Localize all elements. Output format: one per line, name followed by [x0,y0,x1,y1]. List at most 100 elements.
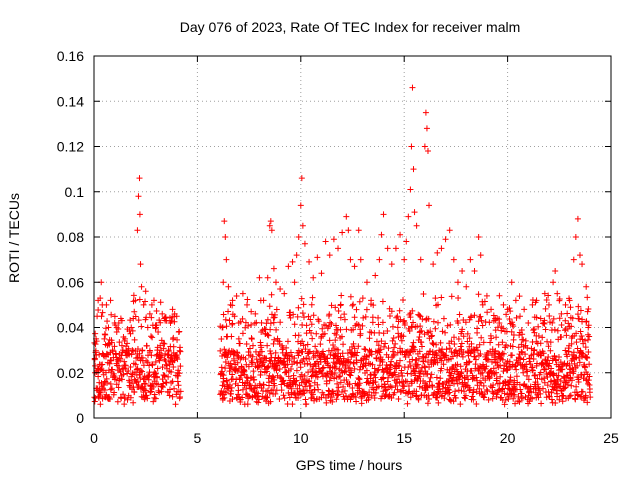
data-point [473,344,480,351]
data-point [477,379,484,386]
data-point [371,395,378,402]
data-point [417,328,424,335]
data-point [418,343,425,350]
data-point [115,384,122,391]
data-point [337,373,344,380]
data-point [558,310,565,317]
data-point [130,399,137,406]
data-point [128,351,135,358]
data-point [576,359,583,366]
data-point [272,390,279,397]
data-point [518,348,525,355]
data-point [146,347,153,354]
data-point [130,292,137,299]
data-point [142,387,149,394]
data-point [463,283,470,290]
data-point [545,343,552,350]
data-point [133,366,140,373]
data-point [480,382,487,389]
data-point [250,368,257,375]
y-axis-label: ROTI / TECUs [6,193,22,283]
data-point [345,358,352,365]
data-point [264,342,271,349]
data-point [429,332,436,339]
data-point [545,354,552,361]
data-point [416,355,423,362]
data-point [538,400,545,407]
data-point [568,377,575,384]
data-point [359,322,366,329]
data-point [253,319,260,326]
data-point [472,356,479,363]
data-point [479,322,486,329]
data-point [508,328,515,335]
data-point [304,341,311,348]
data-point [464,338,471,345]
data-point [462,392,469,399]
data-point [125,345,132,352]
data-point [327,319,334,326]
data-point [519,349,526,356]
data-point [523,361,530,368]
data-point [221,346,228,353]
data-point [332,337,339,344]
data-point [161,372,168,379]
data-point [222,365,229,372]
data-point [491,371,498,378]
data-point [465,359,472,366]
data-point [582,337,589,344]
data-point [169,378,176,385]
data-point [107,396,114,403]
data-point [220,378,227,385]
data-point [382,340,389,347]
data-point [407,362,414,369]
data-point [445,378,452,385]
data-point [537,315,544,322]
data-point [533,314,540,321]
data-point [125,368,132,375]
data-point [121,337,128,344]
data-point [175,372,182,379]
data-point [277,374,284,381]
data-point [490,365,497,372]
data-point [308,301,315,308]
data-point [414,361,421,368]
data-point [421,143,428,150]
data-point [152,370,159,377]
data-point [355,375,362,382]
data-point [549,319,556,326]
data-point [573,339,580,346]
data-point [136,211,143,218]
data-point [225,283,232,290]
data-point [282,364,288,371]
data-point [541,290,548,297]
data-point [406,327,413,334]
data-point [285,373,292,380]
data-point [405,383,412,390]
data-point [228,333,235,340]
data-point [404,400,411,407]
data-point [483,355,490,362]
data-point [356,380,363,387]
data-point [473,374,480,381]
data-point [132,313,139,320]
data-point [143,342,150,349]
data-point [582,344,589,351]
data-point [426,202,433,209]
data-point [107,386,114,393]
data-point [538,351,545,358]
data-point [264,394,271,401]
data-point [335,245,342,252]
data-point [165,373,172,380]
data-point [391,389,398,396]
data-point [552,400,559,407]
data-point [433,341,440,348]
data-point [229,297,236,304]
y-tick-label: 0.04 [57,320,84,336]
data-point [503,342,510,349]
data-point [397,231,404,238]
data-point [148,314,155,321]
data-point [295,394,302,401]
data-point [550,279,557,286]
data-point [338,389,345,396]
